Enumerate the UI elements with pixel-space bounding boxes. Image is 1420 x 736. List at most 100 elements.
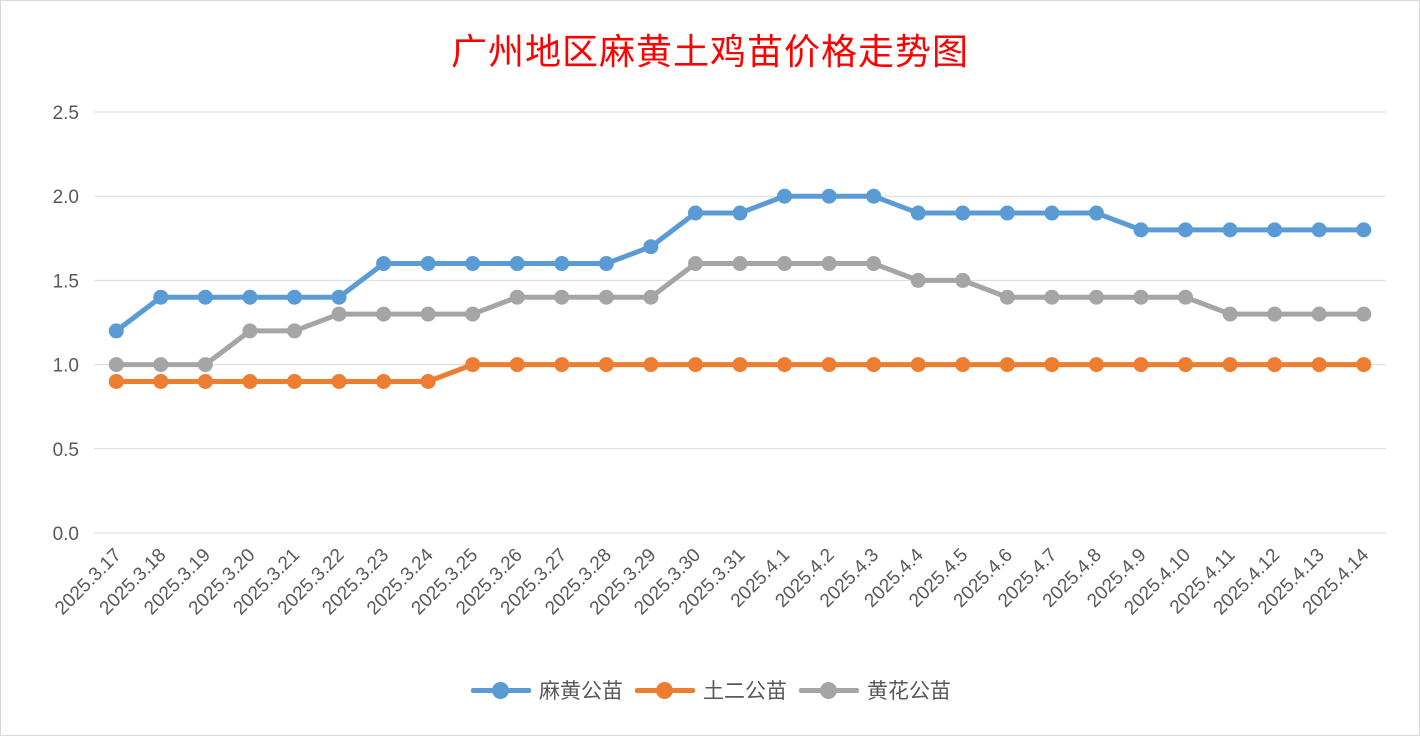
data-point <box>643 289 659 305</box>
data-point <box>242 323 258 339</box>
y-tick-label: 0.5 <box>53 440 79 461</box>
data-point <box>598 256 614 272</box>
data-point <box>1088 289 1104 305</box>
data-point <box>509 357 525 373</box>
data-point <box>331 306 347 322</box>
data-point <box>242 373 258 389</box>
data-point <box>777 188 793 204</box>
legend-label: 麻黄公苗 <box>539 679 623 703</box>
legend-label: 黄花公苗 <box>867 679 951 703</box>
data-point <box>108 373 124 389</box>
data-point <box>153 357 169 373</box>
legend-marker <box>820 682 837 699</box>
data-point <box>1178 222 1194 238</box>
data-point <box>331 289 347 305</box>
legend-label: 土二公苗 <box>703 679 787 703</box>
data-point <box>866 357 882 373</box>
data-point <box>376 256 392 272</box>
data-point <box>286 289 302 305</box>
data-point <box>1088 357 1104 373</box>
data-point <box>687 357 703 373</box>
y-tick-label: 2.5 <box>53 103 79 124</box>
data-point <box>420 373 436 389</box>
legend-swatch <box>469 675 533 705</box>
data-point <box>197 373 213 389</box>
data-point <box>910 357 926 373</box>
data-point <box>1311 306 1327 322</box>
series-2 <box>108 357 1372 389</box>
data-point <box>1222 222 1238 238</box>
data-point <box>1267 357 1283 373</box>
y-tick-label: 1.5 <box>53 271 79 292</box>
data-point <box>1356 357 1372 373</box>
legend-marker <box>492 682 509 699</box>
gridlines <box>94 111 1386 534</box>
data-point <box>554 357 570 373</box>
data-point <box>420 256 436 272</box>
y-tick-label: 0.0 <box>53 524 79 545</box>
data-point <box>153 373 169 389</box>
data-point <box>999 289 1015 305</box>
data-point <box>376 373 392 389</box>
data-point <box>1178 289 1194 305</box>
chart-title: 广州地区麻黄土鸡苗价格走势图 <box>450 32 969 73</box>
y-axis-ticks: 0.0 0.5 1.0 1.5 2.0 2.5 <box>53 103 79 545</box>
data-point <box>1178 357 1194 373</box>
series-line <box>113 261 1367 368</box>
data-point <box>242 289 258 305</box>
data-point <box>197 289 213 305</box>
data-point <box>598 357 614 373</box>
legend-marker <box>656 682 673 699</box>
legend-swatch <box>797 675 861 705</box>
data-point <box>643 357 659 373</box>
data-point <box>108 323 124 339</box>
data-point <box>465 357 481 373</box>
data-point <box>732 256 748 272</box>
y-tick-label: 2.0 <box>53 187 79 208</box>
data-point <box>1088 205 1104 221</box>
data-point <box>197 357 213 373</box>
data-point <box>286 373 302 389</box>
data-point <box>1133 357 1149 373</box>
data-point <box>554 289 570 305</box>
data-point <box>1222 357 1238 373</box>
data-point <box>331 373 347 389</box>
data-point <box>554 256 570 272</box>
legend-swatch <box>633 675 697 705</box>
data-point <box>153 289 169 305</box>
data-point <box>687 256 703 272</box>
data-point <box>866 188 882 204</box>
data-point <box>955 205 971 221</box>
data-point <box>821 357 837 373</box>
data-point <box>777 256 793 272</box>
legend: 麻黄公苗 土二公苗 黄花公苗 <box>1 675 1419 705</box>
data-point <box>465 306 481 322</box>
data-point <box>910 272 926 288</box>
series-3 <box>108 256 1372 373</box>
data-point <box>1133 222 1149 238</box>
legend-item: 麻黄公苗 <box>469 675 623 705</box>
data-point <box>1356 306 1372 322</box>
x-axis-ticks: 2025.3.172025.3.182025.3.192025.3.202025… <box>51 544 1373 619</box>
data-point <box>687 205 703 221</box>
series-group <box>108 188 1372 389</box>
legend-item: 黄花公苗 <box>797 675 951 705</box>
data-point <box>598 289 614 305</box>
data-point <box>1267 306 1283 322</box>
data-point <box>108 357 124 373</box>
data-point <box>465 256 481 272</box>
legend-item: 土二公苗 <box>633 675 787 705</box>
data-point <box>1044 205 1060 221</box>
data-point <box>866 256 882 272</box>
data-point <box>1267 222 1283 238</box>
data-point <box>910 205 926 221</box>
data-point <box>1311 357 1327 373</box>
y-tick-label: 1.0 <box>53 356 79 377</box>
data-point <box>643 239 659 255</box>
data-point <box>1133 289 1149 305</box>
data-point <box>732 357 748 373</box>
data-point <box>999 205 1015 221</box>
data-point <box>376 306 392 322</box>
